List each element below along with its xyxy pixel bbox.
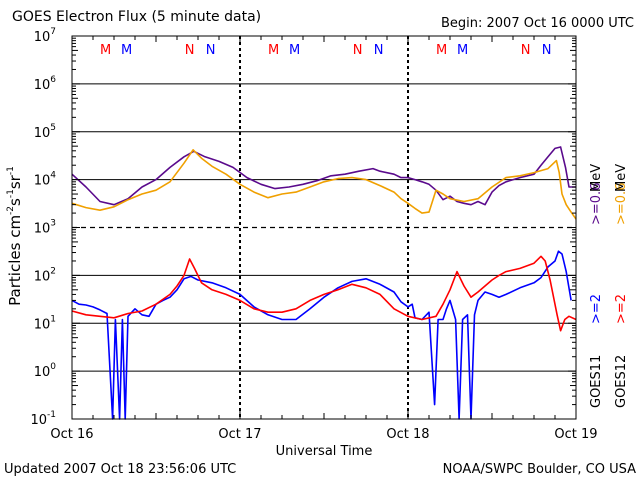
y-tick-label: 105 — [34, 123, 56, 141]
data-series — [71, 146, 577, 420]
y-tick-base: 10 — [34, 269, 51, 284]
legend-label: >=0.6 — [589, 183, 604, 225]
y-label-exp2: -1 — [6, 189, 16, 198]
y-label-exp1: -2 — [6, 206, 16, 215]
y-tick-exponent: 2 — [50, 266, 56, 276]
y-axis-label: Particles cm-2s-1sr-1 — [6, 166, 24, 306]
legend-label: >=2 — [614, 294, 629, 324]
series-line — [71, 250, 572, 420]
legend-label: MeV — [589, 164, 604, 192]
mn-marker: N — [542, 43, 552, 58]
y-label-s: s — [6, 198, 24, 206]
y-tick-label: 107 — [34, 27, 56, 45]
y-tick-exponent: 1 — [50, 314, 56, 324]
mn-marker: M — [121, 43, 132, 58]
y-tick-label: 104 — [34, 171, 57, 189]
y-tick-exponent: 3 — [50, 219, 56, 229]
y-tick-exponent: 5 — [50, 123, 56, 133]
y-tick-label: 10-1 — [30, 410, 56, 428]
y-tick-base: 10 — [34, 126, 51, 141]
y-tick-exponent: 6 — [50, 75, 56, 85]
legend-label: GOES11 — [589, 355, 604, 408]
y-label-main: Particles cm — [6, 215, 24, 306]
begin-label: Begin: 2007 Oct 16 0000 UTC — [441, 16, 634, 31]
mn-marker: M — [436, 43, 447, 58]
x-tick-label: Oct 16 — [50, 427, 93, 442]
legend-label: >=0.6 — [614, 183, 629, 225]
y-tick-exponent: -1 — [47, 410, 56, 420]
y-tick-base: 10 — [34, 78, 51, 93]
series-line — [71, 255, 577, 332]
y-tick-base: 10 — [30, 413, 47, 428]
series-line — [71, 149, 577, 220]
y-tick-label: 100 — [34, 362, 57, 380]
y-tick-exponent: 4 — [50, 171, 56, 181]
mn-marker: N — [206, 43, 216, 58]
y-tick-base: 10 — [34, 174, 51, 189]
day-separators — [239, 36, 409, 419]
y-tick-exponent: 7 — [50, 27, 56, 37]
y-label-sr: sr — [6, 174, 24, 189]
updated-label: Updated 2007 Oct 18 23:56:06 UTC — [4, 462, 236, 477]
y-tick-label: 102 — [34, 266, 56, 284]
legend-label: >=2 — [589, 294, 604, 324]
y-tick-label: 103 — [34, 219, 56, 237]
grid-lines — [72, 83, 576, 372]
mn-marker: N — [353, 43, 363, 58]
mn-marker: N — [374, 43, 384, 58]
credit-label: NOAA/SWPC Boulder, CO USA — [443, 462, 636, 477]
x-tick-label: Oct 17 — [218, 427, 261, 442]
x-tick-label: Oct 18 — [386, 427, 429, 442]
mn-marker: M — [457, 43, 468, 58]
x-tick-label: Oct 19 — [554, 427, 597, 442]
y-tick-base: 10 — [34, 222, 51, 237]
legend-label: GOES12 — [614, 355, 629, 408]
y-tick-base: 10 — [34, 30, 51, 45]
y-tick-base: 10 — [34, 317, 51, 332]
x-axis-label: Universal Time — [276, 444, 373, 459]
mn-marker: N — [185, 43, 195, 58]
legend-label: MeV — [614, 164, 629, 192]
series-line — [71, 146, 576, 206]
y-tick-label: 101 — [34, 314, 56, 332]
mn-marker: N — [521, 43, 531, 58]
mn-marker: M — [100, 43, 111, 58]
mn-marker: M — [289, 43, 300, 58]
mn-marker: M — [268, 43, 279, 58]
y-tick-exponent: 0 — [50, 362, 56, 372]
y-tick-label: 106 — [34, 75, 57, 93]
chart-title: GOES Electron Flux (5 minute data) — [12, 9, 261, 25]
y-label-exp3: -1 — [6, 166, 16, 175]
y-tick-base: 10 — [34, 365, 51, 380]
x-axis-ticks: Oct 16 Oct 17 Oct 18 Oct 19 — [50, 36, 598, 442]
